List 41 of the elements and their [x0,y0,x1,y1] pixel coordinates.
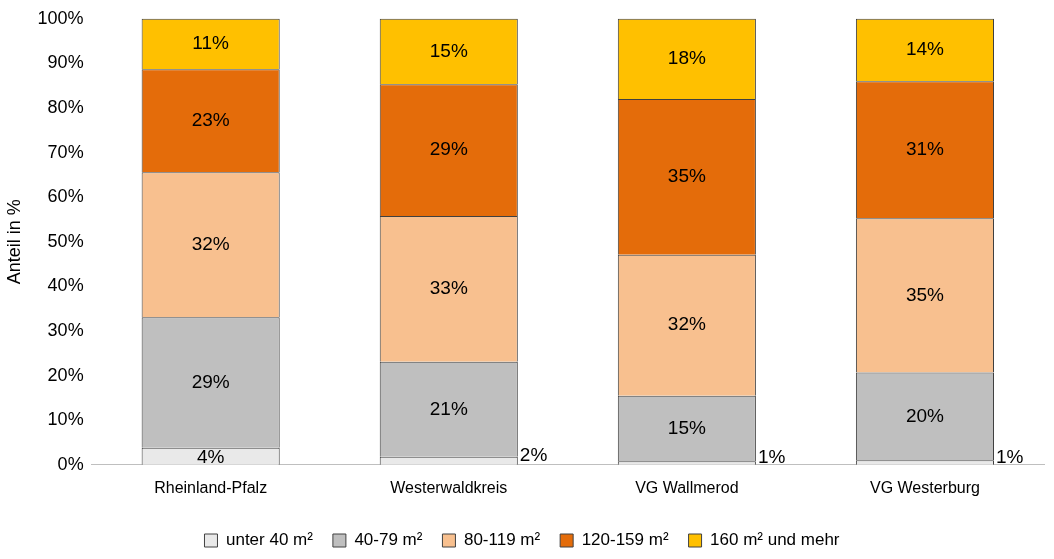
legend-label: 120-159 m² [581,530,669,550]
data-label: 14% [905,38,945,60]
data-label: 2% [519,444,548,466]
data-label: 21% [429,397,468,419]
y-tick-label: 0% [57,453,84,474]
y-tick-label: 30% [47,319,84,340]
y-tick-label: 80% [47,96,84,117]
y-tick-label: 60% [47,186,84,207]
y-tick-label: 50% [47,230,84,251]
data-label: 15% [667,416,706,438]
data-label: 35% [905,283,945,305]
data-label: 18% [667,47,706,69]
y-tick-label: 10% [47,409,84,430]
data-label: 32% [191,232,230,254]
legend-label: unter 40 m² [225,530,314,550]
y-tick-label: 70% [47,141,84,162]
data-label: 4% [196,445,225,467]
data-label: 1% [757,446,786,468]
data-label: 11% [192,32,230,54]
x-tick-label: Westerwaldkreis [390,478,508,496]
data-label: 29% [429,138,468,160]
legend-label: 40-79 m² [354,530,423,550]
legend-label: 80-119 m² [463,530,541,550]
data-label: 15% [429,39,468,61]
x-tick-label: VG Westerburg [869,478,980,496]
x-tick-label: VG Wallmerod [635,478,739,496]
data-label: 20% [905,404,945,426]
x-tick-label: Rheinland-Pfalz [154,478,268,496]
data-label: 33% [429,277,468,299]
y-axis-title: Anteil in % [3,199,24,285]
data-label: 29% [191,370,230,392]
y-tick-label: 20% [47,364,84,385]
data-label: 23% [191,108,230,130]
legend-label: 160 m² und mehr [710,530,840,550]
y-tick-label: 100% [37,7,84,28]
y-tick-label: 40% [47,275,84,296]
y-tick-label: 90% [47,52,84,73]
data-label: 1% [996,445,1024,467]
data-label: 31% [905,137,945,159]
data-label: 35% [667,165,706,187]
data-label: 32% [667,313,706,335]
